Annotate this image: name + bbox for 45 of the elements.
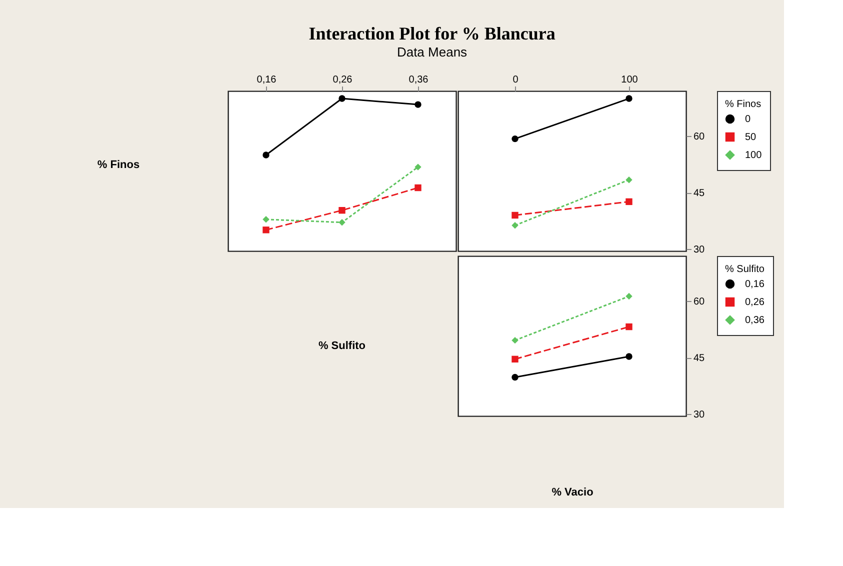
point — [512, 212, 518, 219]
y-tick-label: 45 — [694, 188, 706, 200]
legend-label: 0 — [745, 114, 751, 125]
y-tick-label: 30 — [694, 244, 706, 256]
x-tick-label: 100 — [621, 74, 638, 86]
point — [512, 135, 518, 142]
point — [512, 356, 518, 363]
y-tick-label: 45 — [694, 353, 706, 364]
y-tick-label: 30 — [694, 410, 706, 421]
point — [626, 176, 632, 184]
point — [414, 164, 422, 170]
legend-label: 100 — [745, 150, 762, 161]
legend-title: % Finos — [725, 99, 762, 110]
x-tick-label: 0,26 — [332, 74, 353, 86]
point — [626, 95, 632, 102]
x-axis-title: % Sulfito — [318, 340, 366, 352]
point — [626, 292, 632, 300]
x-tick-label: 0 — [512, 74, 519, 86]
point — [338, 206, 346, 214]
y-tick-label: 60 — [694, 132, 706, 143]
legend-title: % Sulfito — [725, 264, 765, 275]
legend-label: 0,26 — [745, 297, 765, 308]
point — [262, 152, 270, 158]
point — [626, 323, 632, 330]
chart-title: Interaction Plot for % Blancura — [308, 23, 556, 44]
legend-label: 0,16 — [745, 279, 765, 290]
x-tick-label: 0,36 — [408, 74, 429, 86]
point — [512, 222, 518, 229]
point — [414, 101, 422, 108]
legend-label: 50 — [745, 132, 757, 143]
point — [512, 336, 518, 344]
point — [414, 184, 422, 192]
x-axis-title: % Vacio — [552, 486, 594, 498]
chart-subtitle: Data Means — [396, 44, 468, 60]
point — [626, 198, 632, 206]
point — [338, 219, 346, 226]
point — [338, 95, 346, 102]
x-tick-label: 0,16 — [256, 74, 277, 86]
point — [262, 216, 270, 223]
y-tick-label: 60 — [694, 296, 706, 308]
legend-label: 0,36 — [745, 315, 765, 326]
point — [262, 226, 270, 234]
y-axis-title: % Finos — [97, 159, 140, 171]
point — [512, 374, 518, 381]
point — [626, 353, 632, 360]
